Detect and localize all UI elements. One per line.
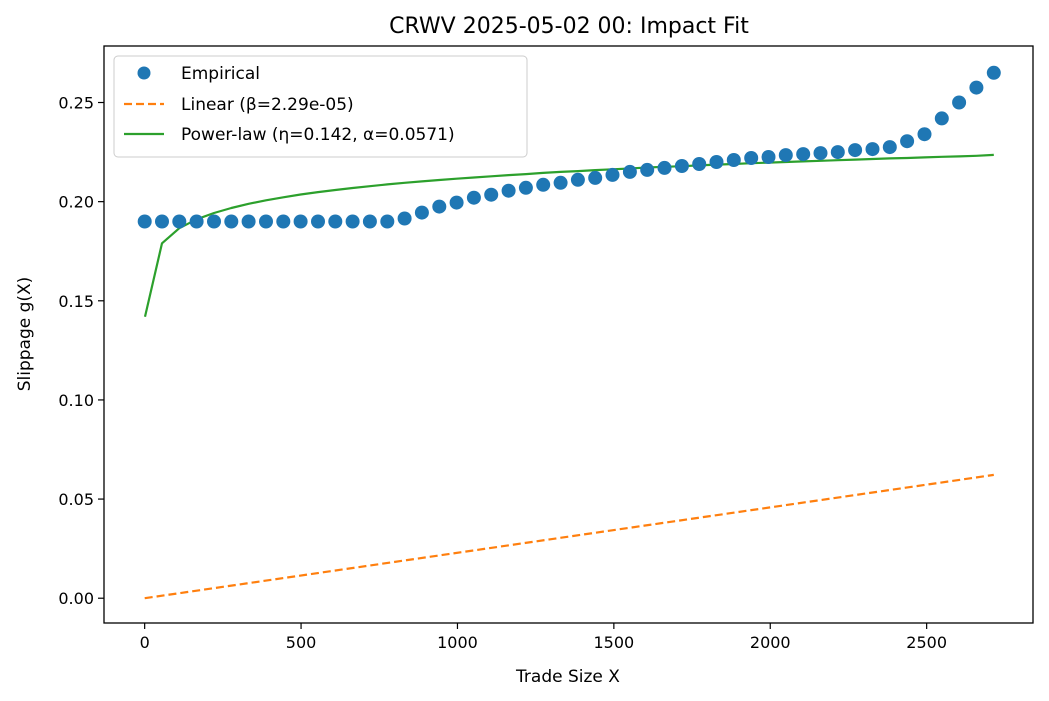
empirical-point — [259, 214, 273, 229]
y-tick-label: 0.00 — [58, 589, 94, 608]
empirical-point — [622, 164, 637, 179]
empirical-point — [189, 214, 204, 229]
empirical-point — [449, 195, 464, 210]
empirical-point — [830, 145, 845, 160]
empirical-point — [553, 175, 568, 190]
empirical-point — [726, 153, 741, 167]
empirical-point — [536, 177, 551, 192]
empirical-point — [657, 160, 672, 175]
empirical-point — [155, 214, 169, 229]
empirical-point — [224, 214, 239, 229]
empirical-point — [709, 155, 724, 169]
empirical-point — [796, 147, 811, 162]
legend-label-linear: Linear (β=2.29e-05) — [181, 95, 354, 115]
empirical-point — [986, 65, 1001, 80]
linear-fit-line — [144, 473, 994, 600]
empirical-point — [328, 214, 343, 229]
empirical-point — [397, 211, 412, 226]
x-tick-label: 2000 — [750, 633, 791, 652]
plot-area — [137, 65, 1001, 600]
x-tick-label: 1500 — [593, 633, 634, 652]
empirical-point — [674, 159, 689, 173]
empirical-point — [432, 199, 447, 214]
empirical-point — [466, 190, 481, 205]
x-axis: 0 500 1000 1500 2000 2500 — [140, 623, 947, 652]
plot-frame — [103, 45, 1034, 624]
empirical-point — [917, 127, 932, 142]
empirical-point — [518, 180, 533, 195]
empirical-point — [588, 170, 603, 185]
empirical-point — [848, 143, 863, 158]
empirical-point — [605, 167, 620, 182]
empirical-point — [813, 146, 828, 161]
y-tick-label: 0.15 — [58, 292, 94, 311]
empirical-point — [744, 151, 759, 165]
empirical-point — [137, 214, 152, 229]
x-tick-label: 500 — [286, 633, 317, 652]
x-tick-label: 2500 — [906, 633, 947, 652]
empirical-point — [865, 142, 880, 157]
y-tick-label: 0.05 — [58, 490, 94, 509]
legend-label-power-law: Power-law (η=0.142, α=0.0571) — [181, 125, 455, 145]
empirical-point — [692, 157, 707, 171]
empirical-point — [934, 111, 949, 126]
chart-title: CRWV 2025-05-02 00: Impact Fit — [389, 14, 749, 39]
empirical-point — [362, 214, 377, 229]
empirical-point — [778, 148, 793, 163]
empirical-point — [293, 214, 308, 229]
empirical-point — [172, 214, 187, 229]
x-axis-label: Trade Size X — [515, 667, 620, 687]
empirical-point — [640, 162, 655, 177]
empirical-point — [207, 214, 221, 229]
x-tick-label: 1000 — [437, 633, 478, 652]
legend-marker-empirical — [137, 66, 151, 80]
empirical-point — [414, 205, 429, 220]
x-tick-label: 0 — [140, 633, 150, 652]
empirical-point — [311, 214, 325, 229]
y-axis: 0.00 0.05 0.10 0.15 0.20 0.25 — [58, 94, 104, 608]
power-law-fit-line — [143, 153, 994, 317]
empirical-point — [952, 95, 967, 110]
empirical-point — [570, 172, 585, 187]
empirical-point — [900, 134, 915, 149]
y-axis-label: Slippage g(X) — [15, 277, 35, 392]
empirical-point — [501, 183, 516, 198]
empirical-point — [241, 214, 256, 229]
empirical-point — [484, 187, 499, 202]
legend-frame — [113, 55, 528, 158]
legend: Empirical Linear (β=2.29e-05) Power-law … — [113, 55, 528, 158]
empirical-point — [882, 140, 897, 155]
empirical-point — [969, 80, 984, 95]
empirical-point — [345, 214, 360, 229]
y-tick-label: 0.25 — [58, 94, 94, 113]
y-tick-label: 0.20 — [58, 193, 94, 212]
legend-label-empirical: Empirical — [181, 64, 260, 84]
empirical-point — [761, 150, 776, 164]
empirical-point — [276, 214, 291, 229]
y-tick-label: 0.10 — [58, 391, 94, 410]
empirical-point — [380, 214, 395, 229]
